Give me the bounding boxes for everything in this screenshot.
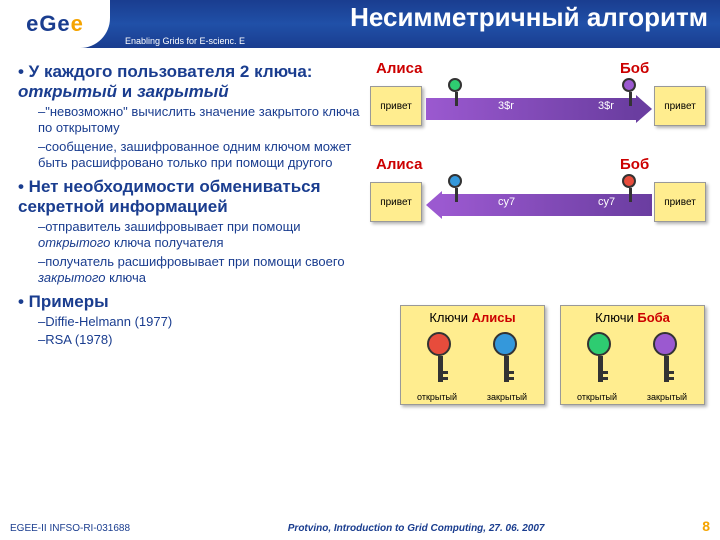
alice-label: Алиса [376,60,422,77]
sub-4: –получатель расшифровывает при помощи св… [38,254,360,287]
sub-2: –сообщение, зашифрованное одним ключом м… [38,139,360,172]
sub-5: –Diffie-Helmann (1977) [38,314,360,330]
bob-label: Боб [620,60,649,77]
key-icon [448,78,464,108]
keys-alice-box: Ключи Алисы открытый закрытый [400,305,545,405]
page-number: 8 [702,518,710,534]
flow-decrypt: Алиса Боб привет привет cy7 cy7 [370,156,710,246]
egee-logo: eGee [0,0,110,48]
key-icon [622,174,638,204]
plaintext-alice-2: привет [370,182,422,222]
diagram-area: Алиса Боб привет привет 3$r 3$r Алиса Бо… [370,60,710,246]
flow-encrypt: Алиса Боб привет привет 3$r 3$r [370,60,710,150]
bob-label-2: Боб [620,156,649,173]
footer-center: Protvino, Introduction to Grid Computing… [288,523,545,534]
alice-label-2: Алиса [376,156,422,173]
cipher2-right: cy7 [598,196,615,208]
plaintext-bob-2: привет [654,182,706,222]
sub-6: –RSA (1978) [38,332,360,348]
private-label-2: закрытый [637,392,697,402]
bob-private-key-icon [653,332,679,386]
plaintext-bob: привет [654,86,706,126]
sub-3: –отправитель зашифровывает при помощи от… [38,219,360,252]
keys-bob-title: Ключи Боба [565,310,700,325]
alice-public-key-icon [427,332,453,386]
cipher2-left: cy7 [498,196,515,208]
logo-text: eGee [26,11,84,37]
bullet-3: • Примеры [10,292,360,312]
keys-bob-box: Ключи Боба открытый закрытый [560,305,705,405]
sub-1: –"невозможно" вычислить значение закрыто… [38,104,360,137]
bullet-2: • Нет необходимости обмениваться секретн… [10,177,360,217]
arrow-left [442,194,652,216]
slide-title: Несимметричный алгоритм [350,2,708,33]
content-area: • У каждого пользователя 2 ключа: открыт… [10,56,360,349]
public-label: открытый [407,392,467,402]
keys-alice-title: Ключи Алисы [405,310,540,325]
cipher1-right: 3$r [598,100,614,112]
footer: EGEE-II INFSO-RI-031688 Protvino, Introd… [10,518,710,534]
footer-left: EGEE-II INFSO-RI-031688 [10,523,130,534]
plaintext-alice: привет [370,86,422,126]
alice-private-key-icon [493,332,519,386]
bullet-1: • У каждого пользователя 2 ключа: открыт… [10,62,360,102]
private-label: закрытый [477,392,537,402]
key-icon [448,174,464,204]
tagline: Enabling Grids for E-scienc. E [125,36,245,46]
slide-header: eGee Несимметричный алгоритм Enabling Gr… [0,0,720,48]
bob-public-key-icon [587,332,613,386]
public-label-2: открытый [567,392,627,402]
cipher1-left: 3$r [498,100,514,112]
key-icon [622,78,638,108]
